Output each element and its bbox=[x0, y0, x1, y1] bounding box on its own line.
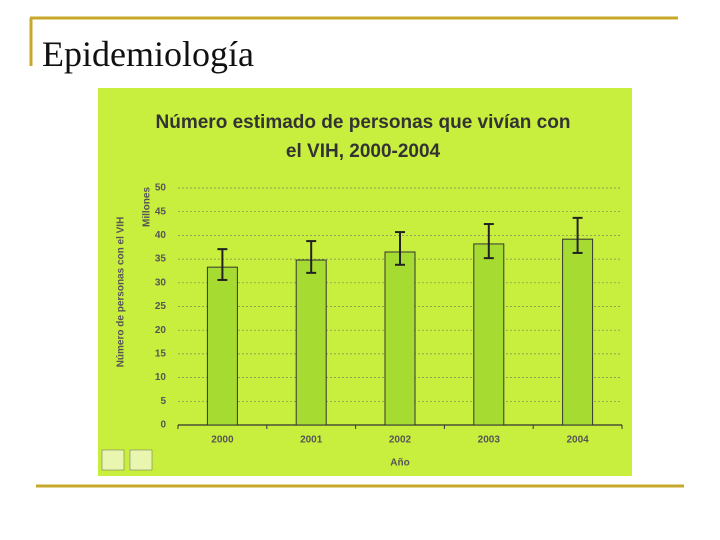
y-tick-label: 50 bbox=[155, 183, 167, 194]
x-tick-label: 2001 bbox=[300, 435, 323, 446]
x-axis-label: Año bbox=[390, 458, 409, 469]
x-tick-label: 2003 bbox=[478, 435, 501, 446]
error-bar bbox=[306, 240, 317, 274]
error-bar bbox=[483, 223, 494, 260]
error-bar bbox=[395, 231, 405, 266]
chart-title: Número estimado de personas que vivían c… bbox=[156, 112, 571, 133]
y-axis-label: Número de personas con el VIH bbox=[116, 217, 127, 368]
y-tick-label: 20 bbox=[155, 325, 167, 336]
x-tick-label: 2002 bbox=[389, 435, 412, 446]
x-tick-label: 2004 bbox=[566, 435, 589, 446]
y-tick-label: 45 bbox=[155, 206, 167, 217]
y-axis-unit: Millones bbox=[142, 187, 153, 227]
y-tick-label: 35 bbox=[155, 254, 167, 265]
error-bar bbox=[217, 248, 228, 281]
y-tick-label: 30 bbox=[155, 277, 167, 288]
y-tick-label: 5 bbox=[160, 396, 166, 407]
logos bbox=[101, 449, 153, 471]
bar bbox=[473, 243, 505, 426]
x-tick-label: 2000 bbox=[211, 435, 234, 446]
chart-title: el VIH, 2000-2004 bbox=[286, 141, 441, 162]
y-tick-label: 40 bbox=[155, 230, 167, 241]
y-tick-label: 25 bbox=[155, 301, 167, 312]
error-bar bbox=[572, 216, 583, 254]
chart-panel bbox=[98, 88, 632, 476]
y-tick-label: 0 bbox=[160, 420, 166, 431]
bar bbox=[384, 251, 416, 426]
y-tick-label: 15 bbox=[155, 349, 167, 360]
y-tick-label: 10 bbox=[155, 372, 167, 383]
slide-title: Epidemiología bbox=[42, 34, 254, 74]
bar bbox=[206, 266, 238, 426]
bar bbox=[295, 259, 327, 426]
bar bbox=[562, 238, 594, 426]
